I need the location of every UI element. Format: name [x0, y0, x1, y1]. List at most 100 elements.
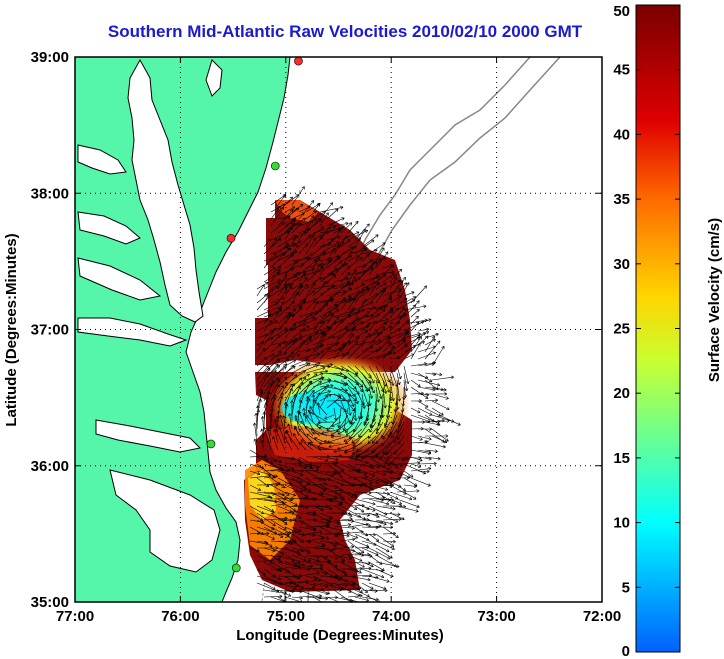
- velocity-vector: [312, 303, 328, 318]
- velocity-vector-head: [413, 484, 417, 489]
- velocity-vector: [389, 512, 405, 520]
- velocity-vector-head: [380, 574, 385, 579]
- velocity-vector-head: [420, 320, 425, 324]
- velocity-vector: [340, 298, 357, 304]
- velocity-vector-head: [354, 535, 359, 539]
- velocity-vector-head: [286, 230, 290, 235]
- velocity-vector: [291, 582, 304, 589]
- velocity-vector: [396, 277, 406, 290]
- velocity-vector: [389, 456, 405, 461]
- velocity-vector: [256, 368, 271, 388]
- velocity-vector: [333, 246, 354, 262]
- velocity-vector: [349, 421, 363, 439]
- velocity-vector: [397, 428, 405, 441]
- velocity-vector: [354, 596, 369, 601]
- velocity-vector: [249, 519, 264, 523]
- velocity-vector: [375, 421, 384, 434]
- velocity-vector: [291, 377, 307, 395]
- velocity-vector: [347, 237, 362, 248]
- velocity-vector: [347, 257, 363, 269]
- velocity-vector-head: [319, 292, 324, 297]
- velocity-vector-head: [356, 231, 360, 235]
- velocity-vector: [333, 547, 356, 552]
- velocity-vector-head: [383, 321, 387, 326]
- velocity-vector: [249, 526, 264, 535]
- velocity-vector-head: [297, 240, 302, 244]
- velocity-vector: [417, 449, 431, 453]
- velocity-vector-head: [278, 426, 282, 431]
- velocity-vector-head: [330, 313, 334, 318]
- velocity-vector-head: [269, 337, 274, 341]
- velocity-vector-head: [352, 582, 356, 587]
- velocity-vector: [347, 533, 358, 539]
- velocity-vector-head: [371, 473, 376, 477]
- velocity-vector: [284, 285, 292, 297]
- velocity-vector: [354, 310, 370, 325]
- velocity-vector: [378, 414, 384, 426]
- velocity-vector-head: [338, 492, 342, 496]
- velocity-vector: [284, 519, 296, 521]
- velocity-vector-head: [329, 506, 333, 510]
- velocity-vector-head: [309, 461, 313, 465]
- velocity-vector-head: [271, 475, 276, 479]
- velocity-vector: [305, 538, 325, 542]
- velocity-vector-head: [320, 376, 324, 381]
- velocity-vector: [368, 575, 390, 582]
- velocity-vector-head: [351, 321, 355, 326]
- velocity-vector: [424, 399, 438, 402]
- velocity-vector: [298, 560, 311, 563]
- velocity-vector: [326, 274, 337, 283]
- velocity-vector-head: [277, 334, 281, 339]
- velocity-vector-head: [318, 447, 322, 452]
- velocity-vector-head: [348, 412, 352, 416]
- velocity-vector-head: [282, 415, 286, 419]
- velocity-vector: [256, 337, 274, 346]
- velocity-vector: [330, 435, 342, 438]
- velocity-vector: [306, 415, 321, 430]
- velocity-vector-head: [289, 387, 293, 392]
- velocity-vector-head: [336, 316, 340, 320]
- velocity-vector: [326, 497, 345, 500]
- velocity-vector-head: [270, 508, 274, 512]
- velocity-vector: [354, 346, 373, 360]
- velocity-vector: [312, 554, 328, 558]
- velocity-vector-head: [351, 327, 356, 331]
- velocity-vector: [256, 470, 278, 478]
- velocity-vector-head: [370, 564, 374, 568]
- velocity-vector-head: [307, 550, 311, 555]
- velocity-vector: [249, 475, 271, 479]
- velocity-vector-head: [337, 431, 342, 435]
- velocity-vector: [396, 345, 416, 360]
- velocity-vector: [256, 334, 268, 339]
- velocity-vector: [270, 252, 285, 269]
- velocity-vector: [277, 565, 301, 570]
- station-marker: [226, 233, 236, 243]
- velocity-vector: [333, 407, 337, 421]
- velocity-vector: [305, 381, 322, 395]
- velocity-vector: [354, 386, 365, 406]
- colorbar-tick-label: 15: [613, 450, 630, 467]
- velocity-vector-head: [300, 439, 304, 443]
- velocity-vector-head: [360, 550, 365, 554]
- velocity-vector: [354, 589, 370, 597]
- velocity-vector-head: [339, 319, 343, 323]
- velocity-vector: [277, 376, 288, 388]
- velocity-vector: [277, 456, 295, 460]
- velocity-vector: [431, 400, 450, 410]
- velocity-vector: [375, 498, 391, 501]
- velocity-vector-head: [293, 585, 297, 589]
- velocity-vector: [326, 489, 343, 493]
- velocity-vector: [347, 400, 351, 416]
- velocity-vector: [354, 512, 370, 516]
- velocity-vector-head: [345, 221, 349, 226]
- station-marker: [231, 563, 241, 573]
- york-river: [77, 257, 162, 301]
- velocity-vector-head: [392, 506, 396, 511]
- velocity-vector-head: [279, 534, 284, 538]
- velocity-vector: [375, 379, 382, 399]
- velocity-vector-head: [386, 389, 391, 393]
- velocity-vector: [298, 234, 311, 248]
- velocity-vector: [277, 358, 290, 367]
- velocity-vector-head: [348, 222, 353, 226]
